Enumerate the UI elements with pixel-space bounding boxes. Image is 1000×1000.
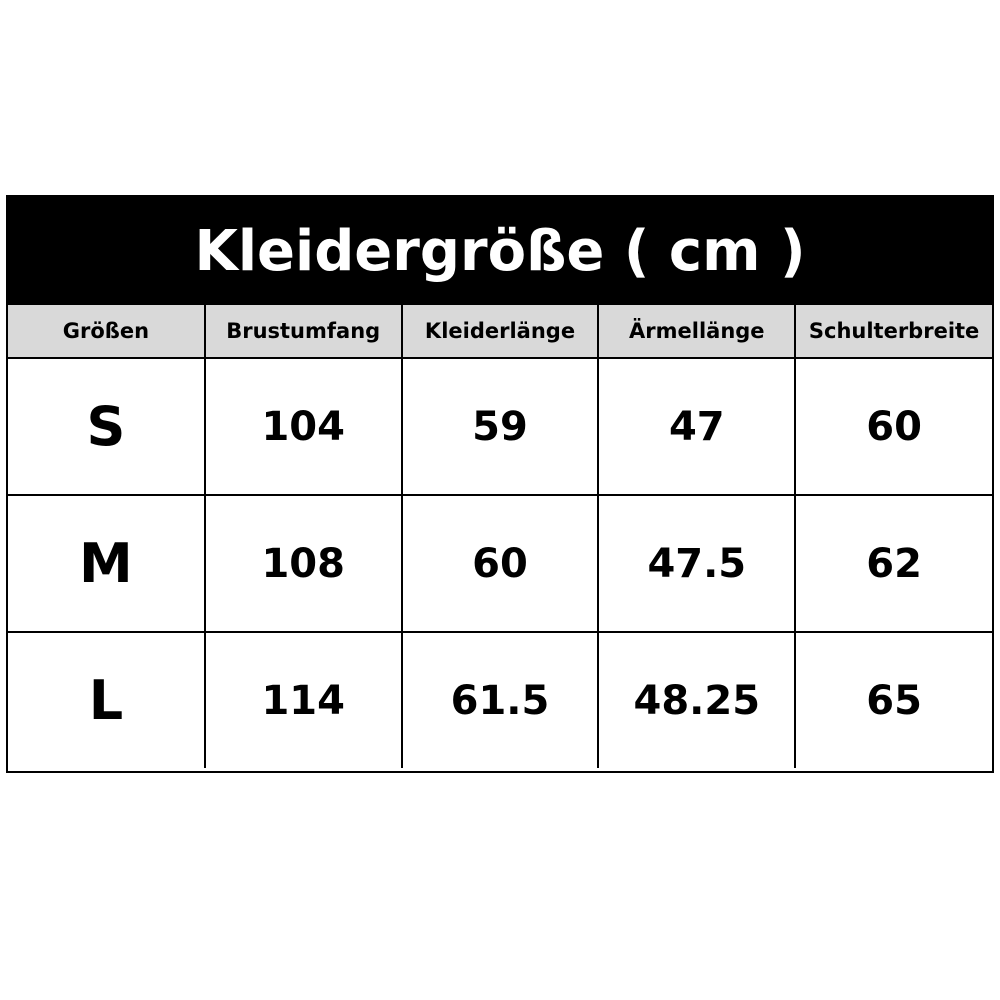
header-schulterbreite: Schulterbreite [794,305,992,359]
brustumfang-value: 114 [203,631,403,768]
table-row: S 104 59 47 60 [8,357,992,496]
size-label: S [8,357,206,496]
brustumfang-value: 108 [203,494,403,633]
size-label: L [8,631,206,768]
table-row: M 108 60 47.5 62 [8,494,992,633]
schulterbreite-value: 62 [794,494,992,633]
header-kleiderlaenge: Kleiderlänge [400,305,600,359]
schulterbreite-value: 65 [794,631,992,768]
kleiderlaenge-value: 59 [400,357,600,496]
size-chart: Kleidergröße ( cm ) Größen Brustumfang K… [6,195,994,773]
header-groessen: Größen [8,305,206,359]
aermellaenge-value: 47 [597,357,797,496]
kleiderlaenge-value: 60 [400,494,600,633]
header-aermellaenge: Ärmellänge [597,305,797,359]
brustumfang-value: 104 [203,357,403,496]
chart-title: Kleidergröße ( cm ) [8,197,992,305]
aermellaenge-value: 48.25 [597,631,797,768]
table-row: L 114 61.5 48.25 65 [8,631,992,768]
size-label: M [8,494,206,633]
schulterbreite-value: 60 [794,357,992,496]
header-brustumfang: Brustumfang [203,305,403,359]
kleiderlaenge-value: 61.5 [400,631,600,768]
table-header-row: Größen Brustumfang Kleiderlänge Ärmellän… [8,305,992,359]
aermellaenge-value: 47.5 [597,494,797,633]
size-table: Größen Brustumfang Kleiderlänge Ärmellän… [8,305,992,768]
